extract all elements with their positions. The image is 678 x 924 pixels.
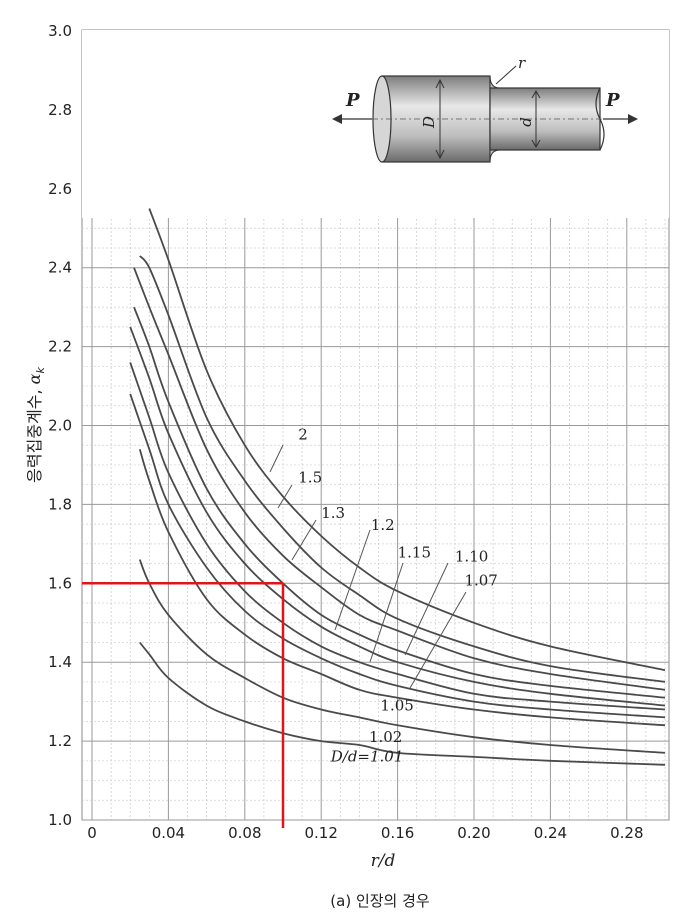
x-tick-label: 0.16 [381, 824, 414, 842]
curve-label: 1.5 [298, 469, 322, 487]
series-line [138, 559, 666, 754]
y-tick-label: 1.6 [48, 574, 72, 592]
series-line [139, 641, 666, 766]
diameter-D-arrows [435, 78, 445, 160]
diameter-d-arrows [531, 89, 541, 149]
y-tick-labels: 1.0 1.2 1.4 1.6 1.8 2.0 2.2 2.4 2.6 2.8 3.0 [48, 22, 72, 829]
series-line [133, 306, 666, 699]
load-label-right: P [605, 90, 620, 111]
y-tick-label: 2.4 [48, 259, 72, 277]
load-label-left: P [345, 90, 360, 111]
figure-caption: (a) 인장의 경우 [330, 892, 430, 910]
curve-label: 1.02 [369, 728, 402, 746]
y-axis-title: 응력집중계수, αk [25, 367, 47, 483]
pointer-arrow [404, 562, 449, 656]
curve-label: 1.15 [398, 544, 431, 562]
y-tick-label: 2.6 [48, 180, 72, 198]
series-curves [129, 208, 666, 766]
y-tick-label: 3.0 [48, 22, 72, 40]
x-tick-label: 0.12 [304, 824, 337, 842]
y-tick-label: 1.2 [48, 732, 72, 750]
x-axis-title: r/d [371, 851, 396, 871]
y-tick-label: 1.0 [48, 811, 72, 829]
curve-label: 1.10 [455, 548, 488, 566]
label-pointer-arrows [269, 444, 467, 689]
radius-label: r [518, 54, 526, 72]
series-line [148, 208, 666, 671]
load-arrowhead-right [628, 114, 638, 124]
curve-label: D/d=1.01 [330, 748, 404, 766]
radius-leader [495, 65, 517, 85]
y-tick-label: 1.8 [48, 495, 72, 513]
curve-label: 1.05 [380, 696, 413, 714]
y-axis-title-korean: 응력집중계수, [25, 389, 44, 482]
x-tick-label: 0 [87, 824, 97, 842]
diameter-D-label: D [420, 116, 438, 129]
series-line [133, 267, 666, 691]
load-arrowhead-left [332, 114, 342, 124]
series-line [138, 448, 666, 727]
stepped-shaft-diagram: D d r P P [332, 54, 638, 163]
x-tick-label: 0.24 [534, 824, 567, 842]
series-line [129, 362, 666, 711]
curve-label: 1.3 [321, 504, 345, 522]
red-guide-lines [82, 582, 285, 828]
x-tick-labels: 0 0.04 0.08 0.12 0.16 0.20 0.24 0.28 [87, 824, 643, 842]
series-line [129, 393, 666, 719]
curve-label: 2 [298, 425, 308, 443]
x-tick-label: 0.08 [228, 824, 261, 842]
series-line [129, 326, 666, 707]
curve-label: 1.2 [371, 516, 395, 534]
pointer-arrow [291, 519, 317, 561]
pointer-arrow [369, 562, 404, 663]
curve-label: 1.07 [464, 571, 497, 589]
pointer-arrow [277, 484, 293, 509]
y-tick-label: 2.8 [48, 101, 72, 119]
y-tick-label: 2.2 [48, 338, 72, 356]
y-tick-label: 2.0 [48, 417, 72, 435]
curve-labels: 2 1.5 1.3 1.21.15 1.10 1.07 1.05 1.02 D/d=1.01 [298, 425, 498, 765]
x-tick-label: 0.20 [457, 824, 490, 842]
x-tick-label: 0.04 [152, 824, 185, 842]
y-axis-title-symbol: α [25, 373, 44, 384]
y-axis-title-text: 응력집중계수, αk [25, 367, 47, 483]
pointer-arrow [269, 444, 284, 473]
series-line [139, 255, 666, 683]
diameter-d-label: d [517, 117, 535, 127]
y-tick-label: 1.4 [48, 653, 72, 671]
x-tick-label: 0.28 [610, 824, 643, 842]
y-axis-title-subscript: k [34, 367, 47, 374]
pointer-arrow [334, 529, 371, 631]
pointer-arrow [409, 591, 467, 689]
